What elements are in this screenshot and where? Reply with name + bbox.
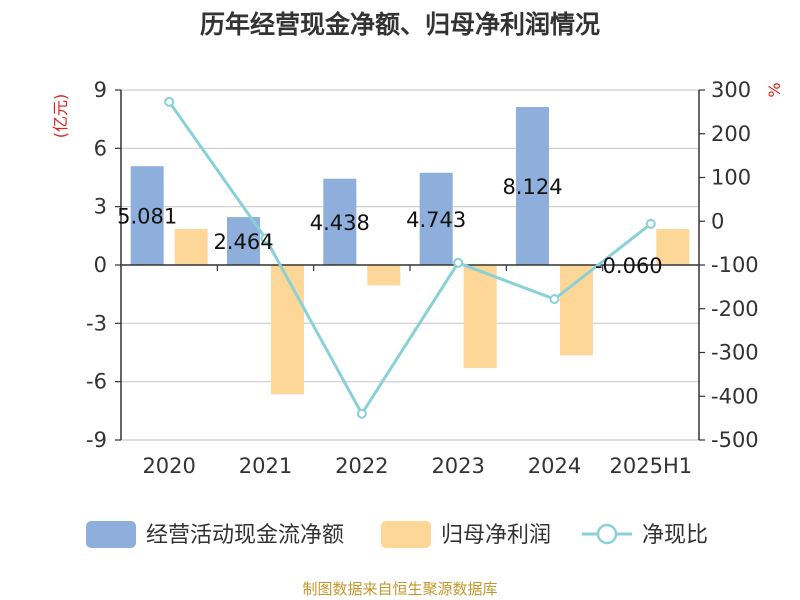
ratio-point [356,408,367,419]
left-tick-label: 9 [94,78,107,102]
axes: 9 6 3 0 -3 -6 -9 300 200 100 0 -100 -200 -300 -400 -500… [86,78,759,478]
grid-lines [121,89,699,441]
net-profit-bar [560,265,593,356]
cash-flow-value-label: 4.743 [406,208,466,232]
category-label: 2023 [431,454,484,478]
source-note: 制图数据来自恒生聚源数据库 [302,580,497,598]
legend-swatch [381,521,431,548]
category-label: 2025H1 [610,454,693,478]
chart-title: 历年经营现金净额、归母净利润情况 [200,10,600,39]
cash-flow-bar [323,178,357,265]
right-tick-label: -200 [711,297,759,321]
left-tick-label: 3 [94,195,107,219]
legend-marker [596,523,618,545]
right-tick-label: 100 [711,166,751,190]
net-profit-bar [656,229,690,265]
left-tick-label: -3 [86,311,107,335]
net-profit-bar [271,265,304,395]
right-tick-label: -500 [711,428,759,452]
left-tick-label: 6 [94,136,107,160]
cash-flow-value-label: 4.438 [310,211,370,235]
cash-flow-bar [130,166,164,265]
legend: 经营活动现金流净额 归母净利润 净现比 [86,521,708,548]
ratio-point [164,96,175,107]
left-tick-label: 0 [94,253,107,277]
net-profit-bar [463,265,497,369]
cash-flow-value-label: 5.081 [117,205,177,229]
ratio-point [260,233,271,244]
ratio-point [453,257,464,268]
category-label: 2022 [335,454,388,478]
legend-label: 经营活动现金流净额 [146,523,344,548]
ratio-polyline [167,100,652,416]
cash-flow-bar [419,172,453,265]
left-tick-label: -9 [86,428,107,452]
legend-label: 归母净利润 [441,523,551,548]
net-profit-bar [367,265,401,286]
right-tick-label: -400 [711,384,759,408]
category-label: 2020 [142,454,195,478]
right-tick-label: 0 [711,209,724,233]
category-label: 2024 [528,454,581,478]
category-label: 2021 [239,454,292,478]
legend-label: 净现比 [642,523,708,548]
left-tick-label: -6 [86,370,107,394]
net-profit-bar [174,229,208,265]
right-tick-label: 300 [711,78,751,102]
cash-flow-bar [516,107,549,266]
legend-swatch [86,521,136,548]
ratio-point [549,294,560,305]
ratio-line [164,96,656,419]
right-axis-unit: % [765,82,784,97]
cash-flow-value-label: 2.464 [213,230,273,254]
ratio-point [645,218,656,229]
right-tick-label: -300 [711,341,759,365]
cash-flow-value-label: -0.060 [595,254,663,278]
data-labels: 5.081 2.464 4.438 4.743 8.124 -0.060 [117,175,663,278]
right-tick-label: 200 [711,122,751,146]
left-axis-unit: (亿元) [51,94,70,139]
cash-flow-value-label: 8.124 [502,175,562,199]
right-tick-label: -100 [711,253,759,277]
